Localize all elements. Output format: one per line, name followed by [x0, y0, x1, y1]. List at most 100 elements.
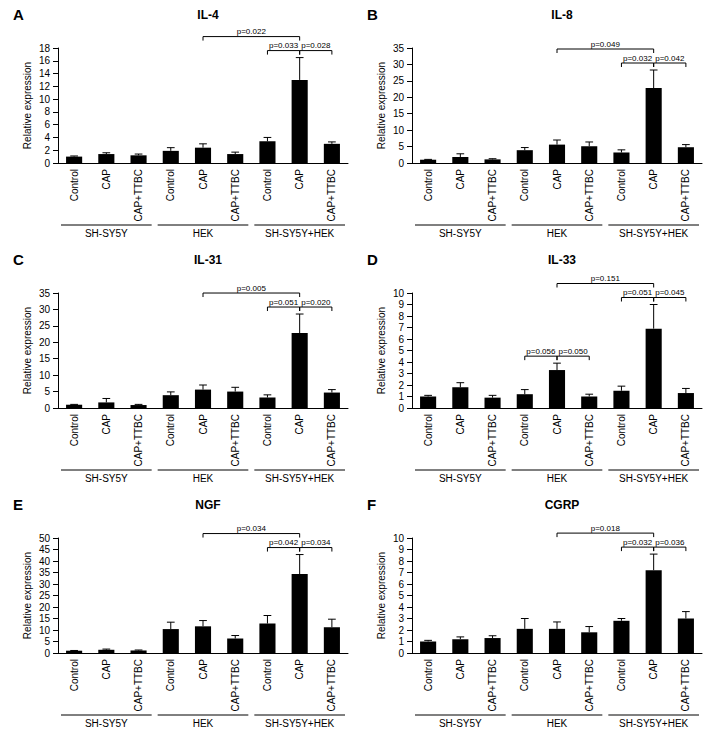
svg-text:CAP+TTBC: CAP+TTBC [326, 414, 337, 467]
svg-text:p=0.034: p=0.034 [237, 524, 267, 533]
svg-text:9: 9 [398, 299, 404, 310]
svg-text:Control: Control [423, 414, 434, 446]
svg-text:p=0.032: p=0.032 [623, 54, 653, 63]
svg-text:40: 40 [39, 556, 51, 567]
svg-text:Relative expression: Relative expression [22, 307, 33, 394]
svg-text:CAP: CAP [101, 414, 112, 435]
svg-text:CAP: CAP [294, 659, 305, 680]
svg-text:7: 7 [398, 322, 404, 333]
svg-text:CAP: CAP [294, 169, 305, 190]
svg-text:Control: Control [616, 414, 627, 446]
svg-text:0: 0 [44, 158, 50, 169]
svg-text:SH-SY5Y+HEK: SH-SY5Y+HEK [619, 718, 689, 729]
svg-text:5: 5 [398, 345, 404, 356]
svg-text:CAP: CAP [648, 659, 659, 680]
svg-text:E: E [13, 496, 23, 513]
svg-text:CAP: CAP [552, 414, 563, 435]
svg-text:CAP: CAP [101, 169, 112, 190]
svg-text:0: 0 [398, 648, 404, 659]
svg-text:D: D [367, 251, 378, 268]
svg-text:SH-SY5Y: SH-SY5Y [85, 473, 128, 484]
svg-text:CAP+TTBC: CAP+TTBC [584, 414, 595, 467]
svg-text:0: 0 [398, 403, 404, 414]
svg-text:p=0.005: p=0.005 [237, 284, 267, 293]
svg-text:8: 8 [398, 311, 404, 322]
svg-text:CAP+TTBC: CAP+TTBC [584, 659, 595, 712]
svg-text:Relative expression: Relative expression [376, 62, 387, 149]
svg-text:9: 9 [398, 544, 404, 555]
svg-text:CAP+TTBC: CAP+TTBC [326, 659, 337, 712]
svg-text:20: 20 [393, 92, 405, 103]
svg-text:p=0.045: p=0.045 [655, 288, 685, 297]
svg-text:SH-SY5Y: SH-SY5Y [439, 228, 482, 239]
svg-text:CAP: CAP [648, 414, 659, 435]
svg-text:p=0.036: p=0.036 [655, 538, 685, 547]
svg-text:p=0.042: p=0.042 [655, 54, 685, 63]
svg-text:CAP: CAP [455, 169, 466, 190]
svg-text:p=0.050: p=0.050 [559, 347, 589, 356]
svg-text:0: 0 [44, 648, 50, 659]
svg-text:CAP: CAP [198, 659, 209, 680]
svg-text:CAP: CAP [455, 659, 466, 680]
svg-text:p=0.020: p=0.020 [301, 298, 331, 307]
svg-text:5: 5 [44, 386, 50, 397]
svg-text:8: 8 [44, 106, 50, 117]
svg-text:IL-31: IL-31 [194, 253, 222, 267]
svg-text:A: A [13, 6, 24, 23]
svg-text:Control: Control [262, 659, 273, 691]
svg-text:1: 1 [398, 636, 404, 647]
svg-text:p=0.051: p=0.051 [269, 298, 299, 307]
svg-text:HEK: HEK [193, 718, 214, 729]
svg-text:SH-SY5Y+HEK: SH-SY5Y+HEK [265, 228, 335, 239]
svg-text:2: 2 [44, 145, 50, 156]
svg-text:18: 18 [39, 43, 51, 54]
svg-text:10: 10 [393, 533, 405, 544]
svg-text:7: 7 [398, 567, 404, 578]
svg-text:Control: Control [69, 169, 80, 201]
svg-text:CGRP: CGRP [545, 498, 580, 512]
svg-text:HEK: HEK [193, 228, 214, 239]
svg-text:SH-SY5Y: SH-SY5Y [439, 473, 482, 484]
svg-text:Control: Control [165, 659, 176, 691]
svg-text:Control: Control [519, 414, 530, 446]
svg-text:Control: Control [262, 169, 273, 201]
svg-text:CAP+TTBC: CAP+TTBC [487, 414, 498, 467]
svg-text:5: 5 [44, 636, 50, 647]
svg-text:4: 4 [44, 132, 50, 143]
svg-text:HEK: HEK [547, 718, 568, 729]
svg-text:HEK: HEK [547, 473, 568, 484]
svg-text:Control: Control [165, 169, 176, 201]
svg-text:SH-SY5Y+HEK: SH-SY5Y+HEK [619, 473, 689, 484]
svg-text:IL-4: IL-4 [197, 8, 219, 22]
svg-text:Control: Control [69, 659, 80, 691]
svg-text:Control: Control [165, 414, 176, 446]
svg-text:CAP: CAP [455, 414, 466, 435]
svg-text:CAP+TTBC: CAP+TTBC [680, 659, 691, 712]
svg-text:20: 20 [39, 602, 51, 613]
svg-text:p=0.051: p=0.051 [623, 288, 653, 297]
svg-text:4: 4 [398, 357, 404, 368]
svg-text:15: 15 [393, 108, 405, 119]
svg-text:20: 20 [39, 337, 51, 348]
svg-text:45: 45 [39, 544, 51, 555]
svg-text:1: 1 [398, 391, 404, 402]
svg-text:0: 0 [44, 403, 50, 414]
svg-text:IL-8: IL-8 [551, 8, 573, 22]
svg-text:Relative expression: Relative expression [376, 552, 387, 639]
svg-text:10: 10 [39, 625, 51, 636]
svg-text:30: 30 [39, 304, 51, 315]
svg-text:CAP: CAP [552, 169, 563, 190]
svg-text:30: 30 [393, 59, 405, 70]
svg-text:15: 15 [39, 353, 51, 364]
svg-text:12: 12 [39, 81, 51, 92]
svg-text:2: 2 [398, 625, 404, 636]
svg-text:6: 6 [44, 119, 50, 130]
svg-text:10: 10 [393, 288, 405, 299]
svg-text:p=0.034: p=0.034 [301, 538, 331, 547]
svg-text:CAP+TTBC: CAP+TTBC [326, 169, 337, 222]
svg-text:SH-SY5Y: SH-SY5Y [439, 718, 482, 729]
svg-text:p=0.042: p=0.042 [269, 538, 299, 547]
svg-text:35: 35 [39, 288, 51, 299]
svg-text:2: 2 [398, 380, 404, 391]
svg-text:Control: Control [423, 659, 434, 691]
